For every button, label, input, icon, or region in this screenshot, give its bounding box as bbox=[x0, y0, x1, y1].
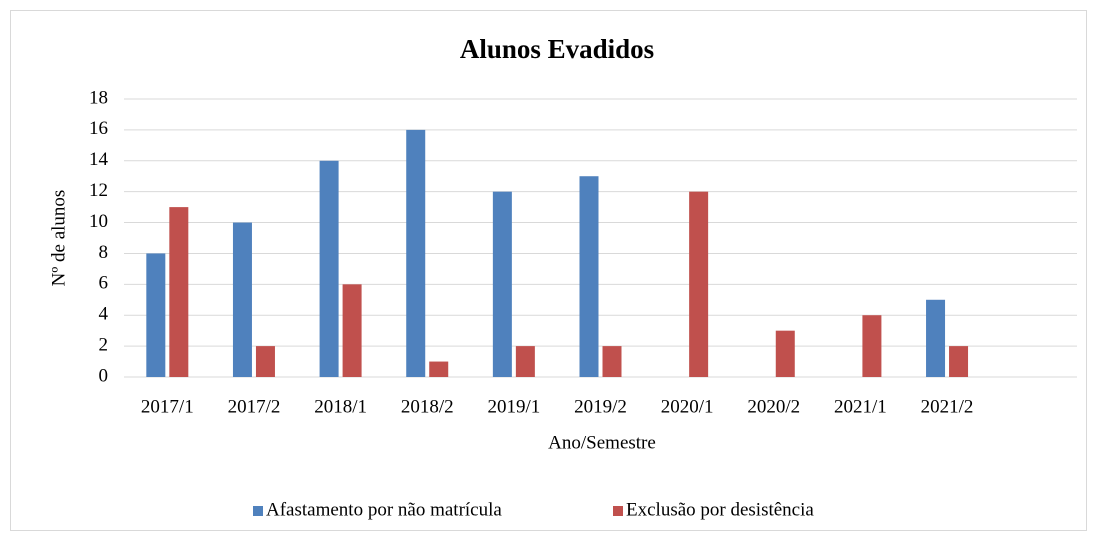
x-axis-label: Ano/Semestre bbox=[548, 432, 656, 453]
x-tick-label: 2021/1 bbox=[834, 396, 887, 417]
y-axis-label: Nº de alunos bbox=[48, 190, 69, 287]
bar bbox=[689, 191, 709, 377]
bar bbox=[949, 346, 969, 377]
bar bbox=[579, 176, 599, 377]
legend-label: Exclusão por desistência bbox=[626, 499, 814, 520]
bar bbox=[319, 160, 339, 377]
chart-border bbox=[10, 10, 1087, 531]
legend-swatch bbox=[613, 506, 623, 516]
legend-label: Afastamento por não matrícula bbox=[266, 499, 502, 520]
bar bbox=[775, 330, 795, 377]
y-tick-label: 14 bbox=[89, 149, 109, 170]
y-tick-label: 18 bbox=[89, 87, 108, 108]
y-tick-label: 2 bbox=[99, 334, 109, 355]
bar bbox=[862, 315, 882, 377]
x-tick-label: 2019/2 bbox=[574, 396, 627, 417]
x-tick-label: 2018/2 bbox=[401, 396, 454, 417]
y-tick-label: 4 bbox=[99, 304, 109, 325]
bar bbox=[926, 299, 946, 377]
bar bbox=[602, 346, 622, 377]
x-tick-label: 2017/2 bbox=[228, 396, 281, 417]
y-tick-label: 10 bbox=[89, 211, 108, 232]
x-tick-label: 2021/2 bbox=[921, 396, 974, 417]
y-tick-label: 8 bbox=[99, 242, 109, 263]
y-tick-label: 6 bbox=[99, 273, 109, 294]
x-tick-label: 2017/1 bbox=[141, 396, 194, 417]
x-tick-label: 2019/1 bbox=[487, 396, 540, 417]
bar bbox=[169, 207, 189, 377]
bar bbox=[342, 284, 362, 377]
chart-title: Alunos Evadidos bbox=[460, 34, 654, 64]
x-tick-label: 2020/1 bbox=[661, 396, 714, 417]
bar bbox=[255, 346, 275, 377]
bar bbox=[492, 191, 512, 377]
y-tick-label: 0 bbox=[99, 365, 109, 386]
bar bbox=[146, 253, 166, 377]
bar bbox=[429, 361, 449, 377]
x-tick-label: 2020/2 bbox=[747, 396, 800, 417]
legend-swatch bbox=[253, 506, 263, 516]
bar bbox=[515, 346, 535, 377]
x-tick-label: 2018/1 bbox=[314, 396, 367, 417]
y-tick-label: 12 bbox=[89, 180, 108, 201]
bar bbox=[232, 222, 252, 377]
y-tick-label: 16 bbox=[89, 118, 108, 139]
bar bbox=[406, 129, 426, 377]
